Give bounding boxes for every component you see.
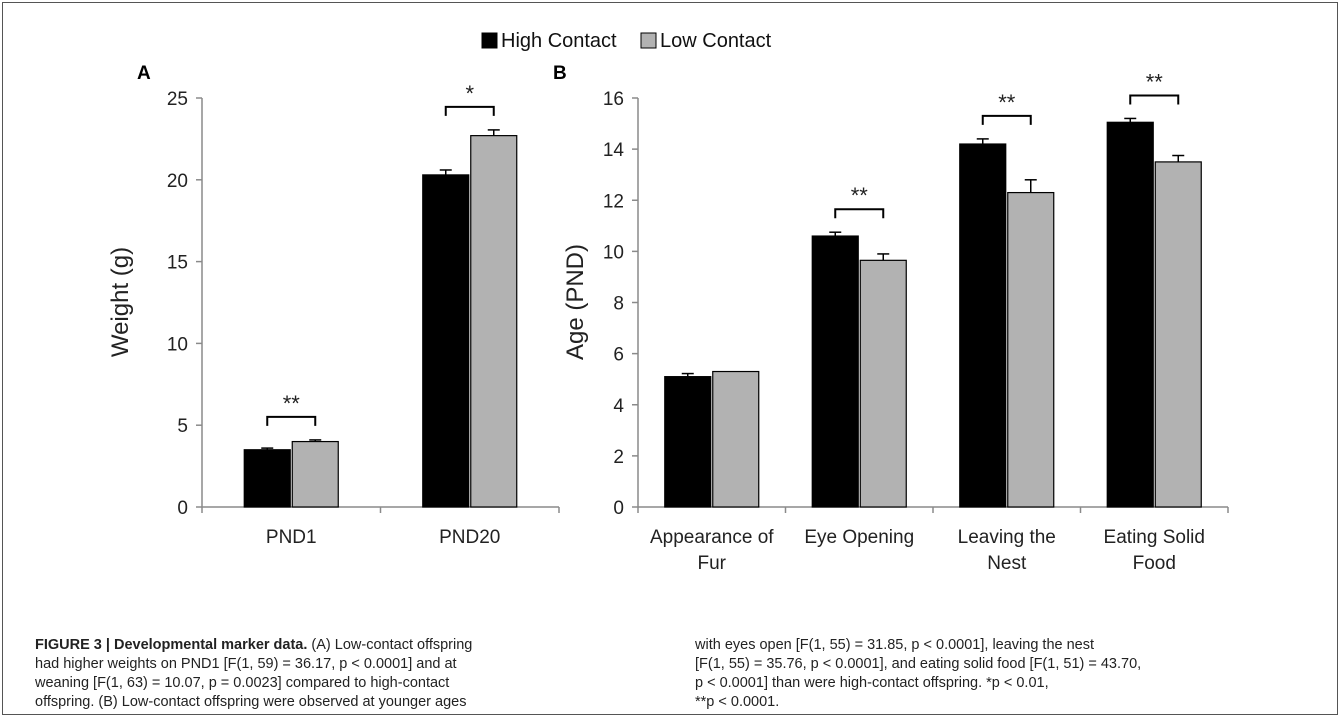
bar <box>422 174 470 508</box>
y-tick-label: 10 <box>603 242 624 263</box>
significance-label: ** <box>998 90 1016 115</box>
caption-line: FIGURE 3 | Developmental marker data. (A… <box>35 636 645 655</box>
bar <box>664 376 712 508</box>
y-tick-label: 10 <box>167 334 188 355</box>
bar <box>1154 161 1202 508</box>
significance-label: ** <box>1146 69 1164 94</box>
y-tick-label: 14 <box>603 140 625 161</box>
caption-line: p < 0.0001] than were high-contact offsp… <box>695 675 1049 691</box>
legend: High Contact Low Contact <box>481 30 772 52</box>
significance-bracket <box>834 208 885 219</box>
caption-right-column: with eyes open [F(1, 55) = 31.85, p < 0.… <box>695 636 1305 712</box>
x-category-label: Appearance of Fur <box>650 527 774 574</box>
y-axis-title: Weight (g) <box>107 247 134 357</box>
y-tick-label: 2 <box>613 447 624 468</box>
x-category-label: Eating Solid Food <box>1104 527 1205 574</box>
bar <box>1007 191 1055 508</box>
x-category-label: PND20 <box>439 527 500 548</box>
x-category-label-line: Eating Solid <box>1104 527 1205 548</box>
bar <box>291 440 339 508</box>
caption-line: had higher weights on PND1 [F(1, 59) = 3… <box>35 656 457 672</box>
y-tick-label: 4 <box>613 396 624 417</box>
significance-label: ** <box>283 391 301 416</box>
caption-title: FIGURE 3 | Developmental marker data. <box>35 637 308 653</box>
figure-caption: FIGURE 3 | Developmental marker data. (A… <box>0 636 1342 716</box>
x-category-label-line: Nest <box>987 553 1027 574</box>
y-axis-title: Age (PND) <box>562 244 589 360</box>
figure-svg: High Contact Low Contact A Weight (g) 0 5 10 1… <box>107 30 1229 574</box>
caption-line: [F(1, 55) = 35.76, p < 0.0001], and eati… <box>695 656 1142 672</box>
caption-text: (A) Low-contact offspring <box>307 637 473 653</box>
y-tick-label: 5 <box>177 416 188 437</box>
legend-label: Low Contact <box>660 30 772 52</box>
panel-b-chart: B Age (PND) 0 2 4 6 8 10 12 14 16 Appearance of Fur E… <box>553 63 1229 574</box>
caption-line: offspring. (B) Low-contact offspring wer… <box>35 694 467 710</box>
significance-bracket <box>1129 94 1180 105</box>
x-category-label: PND1 <box>266 527 317 548</box>
x-category-label-line: Fur <box>698 553 727 574</box>
significance-bracket <box>981 114 1032 125</box>
x-category-label-line: Appearance of <box>650 527 774 548</box>
significance-label: ** <box>851 183 869 208</box>
x-category-label-line: Leaving the <box>958 527 1056 548</box>
x-category-label-line: Eye Opening <box>804 527 914 548</box>
y-tick-label: 0 <box>613 498 624 519</box>
bar <box>859 259 907 508</box>
x-category-label: Leaving the Nest <box>958 527 1056 574</box>
y-tick-label: 25 <box>167 89 188 110</box>
bar <box>470 135 518 508</box>
panel-letter: B <box>553 63 567 84</box>
x-category-label: Eye Opening <box>804 527 914 548</box>
caption-left-column: FIGURE 3 | Developmental marker data. (A… <box>35 636 645 712</box>
bar <box>1106 121 1154 508</box>
legend-swatch <box>481 32 498 49</box>
x-category-label-line: Food <box>1133 553 1176 574</box>
y-tick-label: 16 <box>603 89 624 110</box>
caption-line: with eyes open [F(1, 55) = 31.85, p < 0.… <box>695 637 1095 653</box>
bar <box>811 235 859 508</box>
caption-line: weaning [F(1, 63) = 10.07, p = 0.0023] c… <box>35 675 450 691</box>
bar <box>243 449 291 508</box>
significance-label: * <box>465 81 474 106</box>
significance-bracket <box>266 415 317 426</box>
bar <box>959 143 1007 508</box>
x-category-label-line: PND20 <box>439 527 500 548</box>
y-tick-label: 15 <box>167 253 188 274</box>
y-tick-label: 6 <box>613 345 624 366</box>
y-tick-label: 12 <box>603 191 624 212</box>
x-category-label-line: PND1 <box>266 527 317 548</box>
panel-letter: A <box>137 63 151 84</box>
y-tick-label: 8 <box>613 294 624 315</box>
y-tick-label: 0 <box>177 498 188 519</box>
bar <box>712 370 760 508</box>
y-tick-label: 20 <box>167 171 188 192</box>
significance-bracket <box>444 105 495 116</box>
panel-a-chart: A Weight (g) 0 5 10 15 20 25 PND1 ** PND20 * <box>107 63 560 548</box>
legend-label: High Contact <box>501 30 617 52</box>
legend-swatch <box>640 32 657 49</box>
caption-line: **p < 0.0001. <box>695 694 780 710</box>
